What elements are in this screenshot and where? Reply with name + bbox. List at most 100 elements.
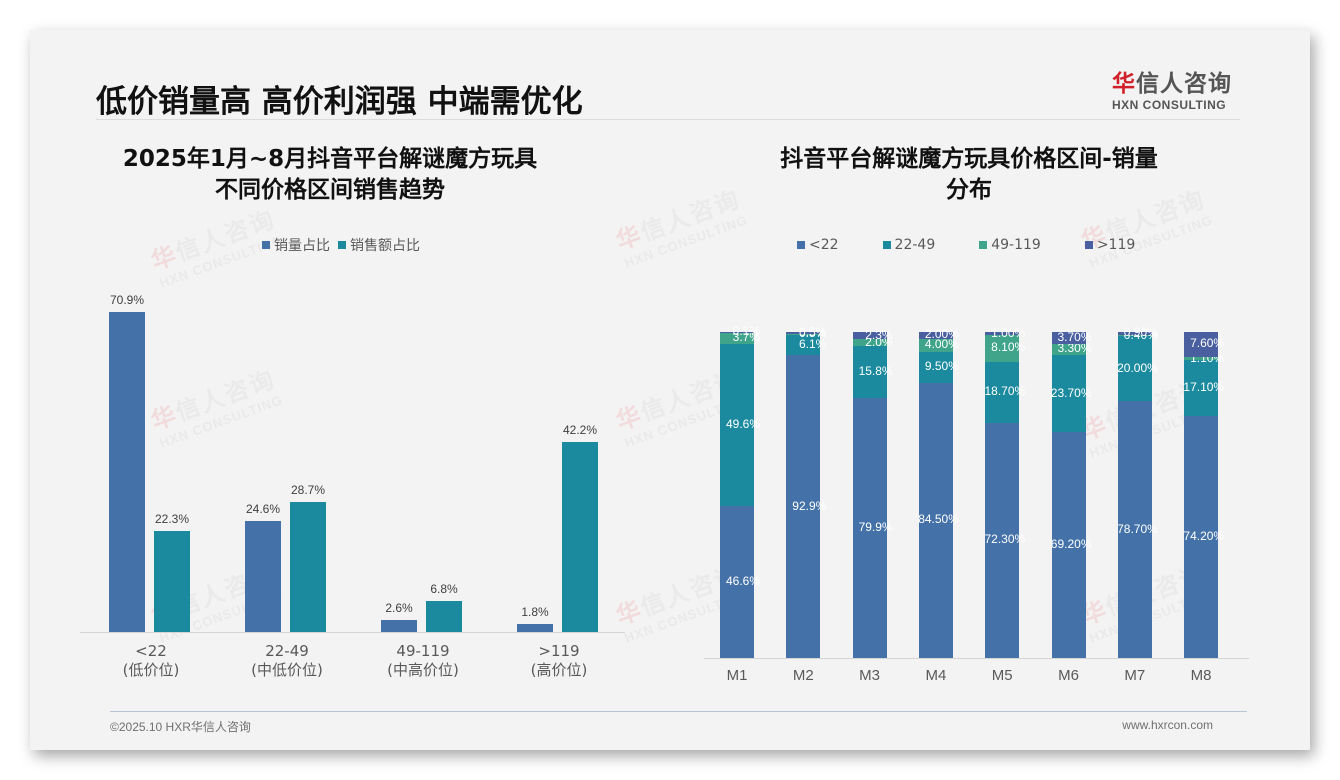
legend-swatch-icon — [262, 241, 270, 249]
segment-value-label: 23.70% — [1050, 386, 1092, 400]
segment-value-label: 0.5% — [798, 325, 827, 339]
stacked-bar: 69.20% 23.70% 3.30% 3.70% — [1051, 331, 1092, 658]
segment-value-label: 4.00% — [924, 338, 959, 352]
segment-value-label: 20.00% — [1117, 361, 1158, 375]
bar-segment-3 — [1051, 332, 1086, 345]
watermark-en: HXN CONSULTING — [622, 212, 750, 271]
month-label: M8 — [1190, 667, 1212, 684]
bar-segment-0 — [918, 382, 953, 658]
month-label: M1 — [726, 667, 748, 684]
bar-segment-3 — [985, 332, 1020, 336]
bar-segment-2 — [1184, 356, 1219, 361]
legend-swatch-icon — [338, 241, 346, 249]
segment-value-label: 78.70% — [1117, 522, 1158, 536]
legend-label: 销售额占比 — [350, 238, 420, 254]
logo-cn: 华信人咨询 — [1112, 71, 1232, 97]
segment-value-label: 15.8% — [858, 364, 893, 378]
stacked-bar: 79.9% 15.8% 2.0% 2.3% — [852, 329, 893, 658]
segment-value-label: 49.6% — [725, 418, 760, 432]
slide: 低价销量高 高价利润强 中端需优化 华信人咨询 HXN CONSULTING 华… — [30, 30, 1310, 750]
month-label: M4 — [925, 667, 947, 684]
bar-segment-0 — [852, 397, 887, 658]
legend-item: 销量占比 — [262, 235, 330, 255]
legend-label: <22 — [809, 237, 839, 253]
bar-sales — [290, 502, 326, 632]
bar-value-label: 70.9% — [109, 293, 145, 307]
month-label: M2 — [792, 667, 814, 684]
legend-item: 22-49 — [882, 237, 936, 253]
bar-sales — [154, 531, 190, 632]
stacked-bar: 92.9% 6.1% 0.5% 0.5% — [786, 326, 826, 658]
bar-segment-2 — [786, 333, 821, 336]
left-bar-chart: 70.9% 22.3% <22 (低价位) 24.6% 28.7% 22-49 (中低价位) 2… — [80, 280, 625, 680]
bar-value-label: 24.6% — [245, 501, 281, 516]
bar-segment-0 — [1117, 401, 1152, 658]
x-axis-line — [704, 658, 1249, 659]
legend-swatch-icon — [882, 241, 891, 249]
segment-value-label: 3.70% — [1057, 331, 1092, 345]
category-label: <22 (低价位) — [122, 642, 180, 679]
bar-volume — [109, 312, 145, 632]
left-chart-legend: 销量占比 销售额占比 — [262, 235, 428, 255]
legend-item: 销售额占比 — [338, 235, 420, 255]
segment-value-label: 17.10% — [1183, 381, 1225, 395]
segment-value-label: 46.6% — [725, 575, 760, 589]
slide-title: 低价销量高 高价利润强 中端需优化 — [96, 84, 583, 120]
bar-segment-1 — [918, 351, 953, 383]
x-axis-line — [80, 632, 625, 633]
segment-value-label: 3.30% — [1057, 342, 1092, 356]
bar-segment-0 — [786, 355, 821, 658]
bar-sales — [426, 601, 462, 632]
category-label: 22-49 (中低价位) — [251, 642, 323, 679]
legend-label: 22-49 — [894, 237, 936, 253]
month-label: M3 — [859, 667, 881, 684]
segment-value-label: 72.30% — [984, 533, 1026, 547]
month-label: M6 — [1058, 667, 1079, 684]
category-label: 49-119 (中高价位) — [387, 642, 459, 679]
bar-segment-1 — [985, 361, 1020, 423]
bar-segment-0 — [1051, 432, 1086, 658]
segment-value-label: 1.00% — [991, 326, 1026, 340]
bar-volume — [381, 620, 417, 632]
bar-segment-2 — [918, 338, 953, 352]
bar-segment-1 — [852, 346, 887, 398]
month-label: M5 — [991, 667, 1013, 684]
bar-segment-3 — [1184, 332, 1219, 357]
stacked-bar: 84.50% 9.50% 4.00% 2.00% — [918, 328, 959, 658]
right-chart-title: 抖音平台解谜魔方玩具价格区间-销量 分布 — [780, 146, 1158, 203]
bar-segment-0 — [985, 422, 1020, 658]
bar-value-label: 6.8% — [430, 582, 458, 597]
segment-value-label: 0.5% — [798, 327, 827, 341]
legend-item: <22 — [797, 237, 839, 253]
bar-segment-2 — [720, 332, 754, 345]
right-chart-legend: <22 22-49 49-119 >119 — [797, 237, 1179, 253]
watermark-cn: 华信人咨询 — [147, 204, 280, 276]
month-label: M7 — [1124, 667, 1146, 684]
bar-segment-2 — [985, 335, 1020, 362]
legend-label: >119 — [1096, 237, 1136, 253]
legend-item: 49-119 — [979, 237, 1041, 253]
segment-value-label: 2.00% — [924, 328, 959, 342]
bar-value-label: 42.2% — [562, 422, 598, 437]
logo-en: HXN CONSULTING — [1112, 98, 1227, 112]
bar-volume — [245, 520, 281, 632]
segment-value-label: 0.90% — [1123, 326, 1158, 340]
bar-segment-3 — [786, 332, 821, 334]
watermark-cn: 华信人咨询 — [612, 184, 745, 256]
segment-value-label: 79.9% — [858, 520, 893, 534]
legend-swatch-icon — [797, 241, 805, 249]
footer-website[interactable]: www.hxrcon.com — [1122, 718, 1213, 732]
bar-segment-0 — [1184, 416, 1219, 658]
segment-value-label: 18.70% — [984, 385, 1026, 399]
bar-segment-1 — [720, 344, 754, 507]
title-divider — [96, 119, 1240, 120]
bar-segment-1 — [786, 335, 821, 356]
bar-value-label: 2.6% — [385, 601, 413, 616]
bar-segment-2 — [1117, 334, 1152, 337]
segment-value-label: 9.50% — [924, 360, 959, 374]
segment-value-label: 84.50% — [918, 513, 959, 527]
stacked-bar: 46.6% 49.6% 3.7% 0.1% — [720, 325, 760, 658]
bar-segment-3 — [852, 332, 887, 340]
stacked-bar: 72.30% 18.70% 8.10% 1.00% — [984, 327, 1025, 658]
